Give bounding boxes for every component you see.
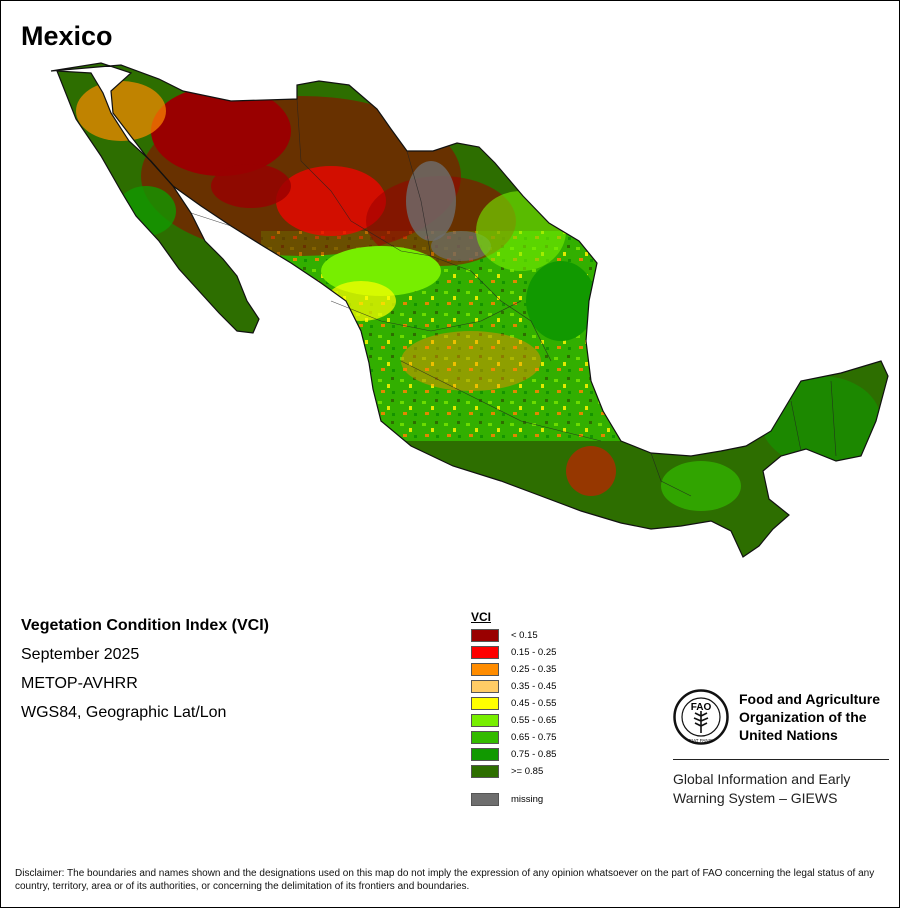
fao-logo-motto: FIAT PANIS [689, 738, 713, 743]
legend-item: 0.65 - 0.75 [471, 729, 556, 746]
legend-item: 0.55 - 0.65 [471, 712, 556, 729]
legend-swatch [471, 714, 499, 727]
legend-item: >= 0.85 [471, 763, 556, 780]
legend-label: 0.15 - 0.25 [511, 647, 557, 658]
fao-logo-icon: FAO FIAT PANIS [673, 689, 729, 745]
index-name: Vegetation Condition Index (VCI) [21, 617, 269, 634]
legend-item: 0.15 - 0.25 [471, 644, 556, 661]
legend-label: 0.65 - 0.75 [511, 732, 557, 743]
disclaimer: Disclaimer: The boundaries and names sho… [15, 868, 875, 892]
legend-swatch [471, 793, 499, 806]
org-name-line: United Nations [739, 727, 838, 743]
legend-item: 0.35 - 0.45 [471, 678, 556, 695]
legend-swatch [471, 663, 499, 676]
legend-swatch [471, 748, 499, 761]
org-name-line: Organization of the [739, 709, 867, 725]
legend-label: 0.35 - 0.45 [511, 681, 557, 692]
legend-label: 0.45 - 0.55 [511, 698, 557, 709]
map-info: Vegetation Condition Index (VCI) Septemb… [21, 616, 269, 732]
legend-label: >= 0.85 [511, 766, 544, 777]
fao-block: FAO FIAT PANIS Food and Agriculture Orga… [673, 689, 889, 808]
legend: VCI < 0.15 0.15 - 0.25 0.25 - 0.35 0.35 - 0… [471, 610, 556, 808]
legend-swatch [471, 629, 499, 642]
org-name-line: Food and Agriculture [739, 691, 881, 707]
legend-swatch [471, 646, 499, 659]
period: September 2025 [21, 646, 140, 663]
legend-item-missing: missing [471, 791, 556, 808]
legend-label: < 0.15 [511, 630, 538, 641]
legend-label: missing [511, 794, 544, 805]
legend-item: 0.45 - 0.55 [471, 695, 556, 712]
legend-classes: < 0.15 0.15 - 0.25 0.25 - 0.35 0.35 - 0.45 0… [471, 627, 556, 780]
legend-label: 0.25 - 0.35 [511, 664, 557, 675]
legend-item: 0.75 - 0.85 [471, 746, 556, 763]
sensor: METOP-AVHRR [21, 675, 138, 692]
divider [673, 759, 889, 760]
legend-item: 0.25 - 0.35 [471, 661, 556, 678]
legend-item: < 0.15 [471, 627, 556, 644]
legend-title: VCI [471, 610, 492, 624]
legend-label: 0.55 - 0.65 [511, 715, 557, 726]
fao-logo-letters: FAO [691, 702, 712, 713]
legend-swatch [471, 680, 499, 693]
projection: WGS84, Geographic Lat/Lon [21, 704, 227, 721]
legend-swatch [471, 731, 499, 744]
legend-swatch [471, 697, 499, 710]
map-title: Mexico [21, 21, 113, 51]
legend-swatch [471, 765, 499, 778]
legend-label: 0.75 - 0.85 [511, 749, 557, 760]
giews-line: Warning System – GIEWS [673, 790, 838, 806]
giews-line: Global Information and Early [673, 771, 851, 787]
vci-map [50, 62, 889, 558]
